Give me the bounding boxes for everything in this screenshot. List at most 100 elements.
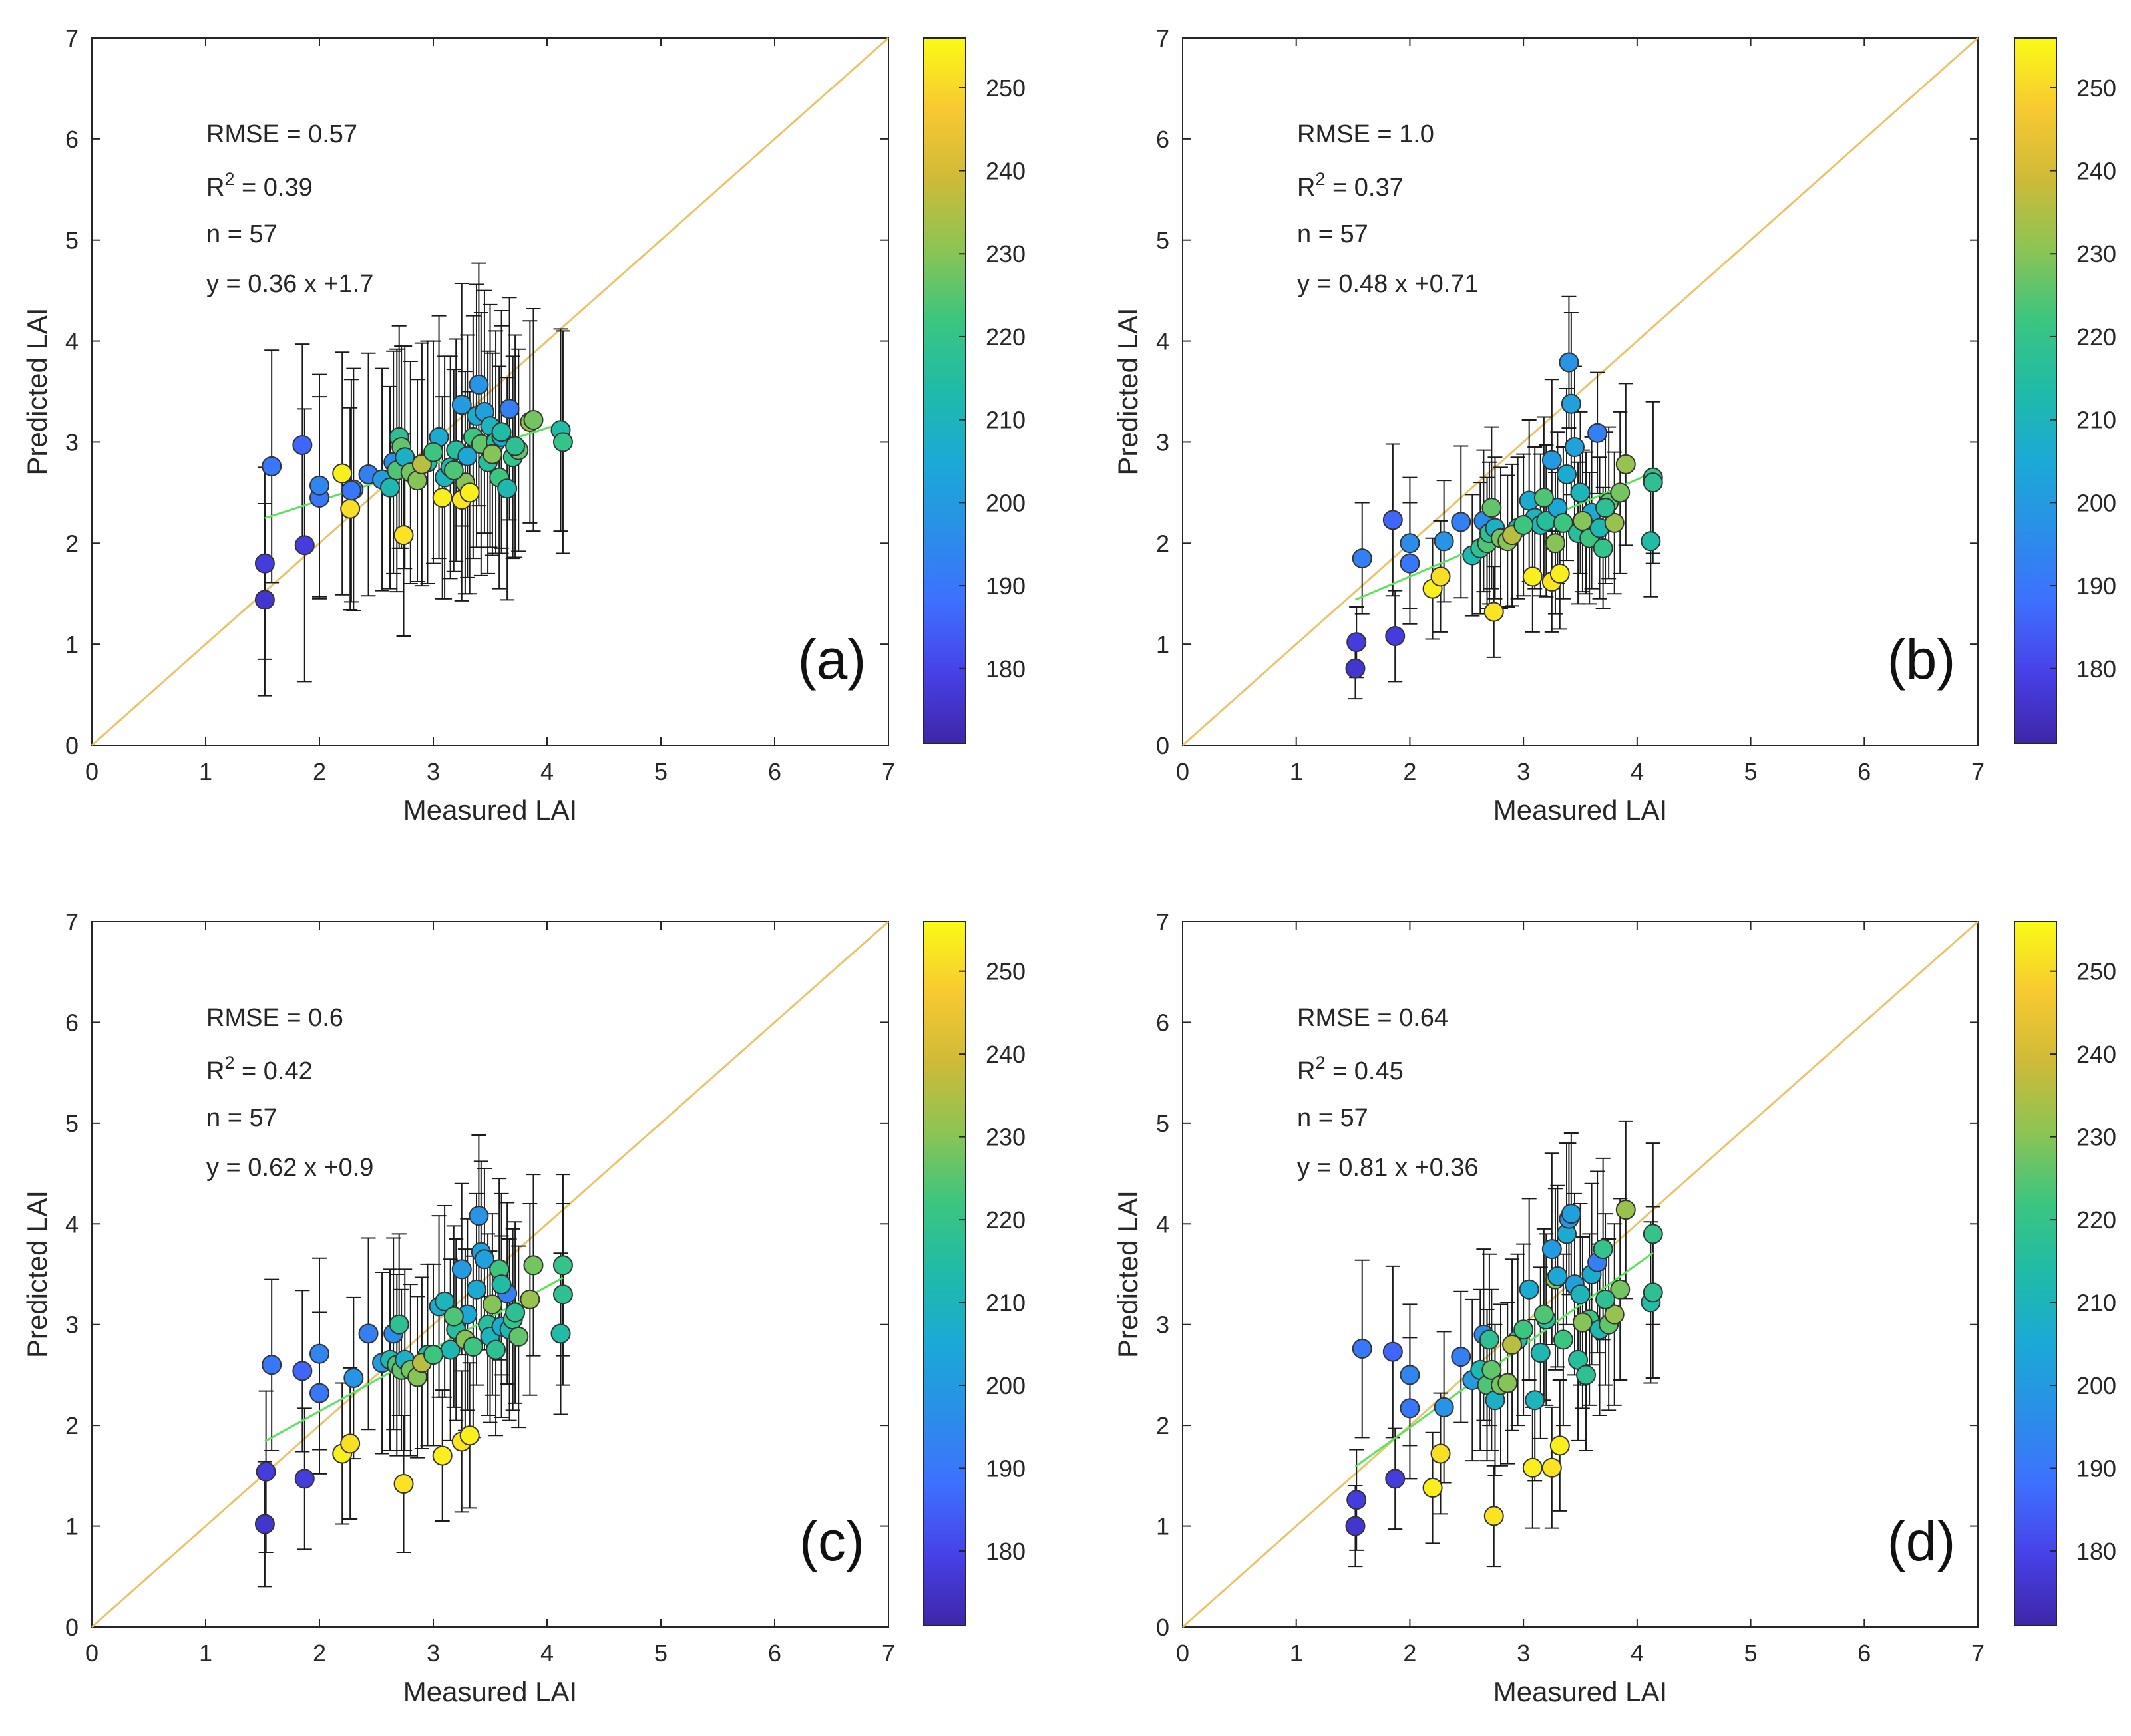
data-point xyxy=(262,456,282,476)
data-point xyxy=(1346,1490,1367,1510)
data-point xyxy=(1400,1398,1420,1419)
y-tick-label: 5 xyxy=(65,1110,79,1137)
data-point xyxy=(1533,487,1554,508)
data-point xyxy=(1604,512,1625,533)
colorbar-tick-label: 250 xyxy=(2076,958,2116,985)
x-tick-label: 1 xyxy=(1290,1640,1303,1667)
data-point xyxy=(380,477,401,498)
data-point xyxy=(1643,1224,1663,1244)
stats-line-4: y = 0.81 x +0.36 xyxy=(1297,1154,1479,1182)
panel-label: (a) xyxy=(798,628,867,691)
x-tick-label: 7 xyxy=(1971,758,1985,785)
data-point xyxy=(1595,498,1616,518)
y-tick-label: 1 xyxy=(1156,631,1169,658)
stats-line-3: n = 57 xyxy=(206,1104,278,1132)
data-point xyxy=(523,1255,544,1276)
data-point xyxy=(1593,1239,1613,1260)
data-point xyxy=(294,1469,315,1489)
data-point xyxy=(292,434,313,455)
data-point xyxy=(508,1326,529,1347)
data-point xyxy=(1576,1365,1597,1385)
data-point xyxy=(1615,1200,1636,1220)
x-tick-label: 1 xyxy=(199,1640,212,1667)
colorbar-tick-label: 230 xyxy=(986,1124,1026,1151)
data-point xyxy=(520,1289,540,1309)
y-tick-label: 2 xyxy=(1156,1412,1169,1439)
data-point xyxy=(1430,1443,1451,1464)
x-tick-label: 5 xyxy=(1744,758,1758,785)
data-point xyxy=(389,1314,409,1335)
y-tick-label: 1 xyxy=(1156,1513,1169,1540)
data-point xyxy=(262,1355,282,1375)
x-tick-label: 2 xyxy=(313,758,326,785)
x-axis-label: Measured LAI xyxy=(403,794,577,826)
colorbar-tick-label: 220 xyxy=(2076,323,2116,351)
stats-line-4: y = 0.62 x +0.9 xyxy=(206,1154,373,1182)
y-tick-label: 3 xyxy=(65,1311,79,1339)
y-tick-label: 5 xyxy=(65,227,79,254)
data-point xyxy=(1522,566,1543,587)
data-point xyxy=(1541,450,1562,470)
y-tick-label: 3 xyxy=(65,429,79,456)
data-point xyxy=(466,1279,486,1300)
y-tick-label: 0 xyxy=(65,1614,79,1641)
y-tick-label: 4 xyxy=(1156,1210,1169,1238)
data-point xyxy=(254,1514,275,1534)
y-tick-label: 3 xyxy=(1156,429,1169,456)
data-point xyxy=(1547,1266,1568,1287)
data-point xyxy=(451,1259,472,1280)
data-point xyxy=(358,1323,379,1344)
x-tick-label: 0 xyxy=(85,1640,98,1667)
x-tick-label: 0 xyxy=(1176,1640,1189,1667)
data-point xyxy=(1385,1469,1406,1489)
data-point xyxy=(1502,1335,1523,1355)
x-tick-label: 3 xyxy=(427,758,440,785)
data-point xyxy=(1533,1304,1554,1325)
data-point xyxy=(505,1302,526,1323)
data-point xyxy=(550,1323,571,1344)
data-point xyxy=(1559,352,1579,373)
data-point xyxy=(1382,1341,1403,1362)
colorbar-tick-label: 240 xyxy=(986,158,1026,185)
data-point xyxy=(1541,1457,1562,1478)
colorbar-tick-label: 210 xyxy=(986,1290,1026,1317)
colorbar-tick-label: 210 xyxy=(2076,407,2116,434)
x-tick-label: 0 xyxy=(85,758,98,785)
data-point xyxy=(552,1284,573,1305)
y-axis-label: Predicted LAI xyxy=(21,1190,53,1358)
data-point xyxy=(1352,548,1372,569)
stats-line-1: RMSE = 0.57 xyxy=(206,120,357,148)
x-tick-label: 7 xyxy=(882,758,895,785)
data-point xyxy=(1604,1304,1625,1325)
stats-line-2: R2 = 0.42 xyxy=(206,1053,313,1085)
x-tick-label: 5 xyxy=(654,1640,668,1667)
x-tick-label: 6 xyxy=(1857,1640,1871,1667)
stats-line-1: RMSE = 1.0 xyxy=(1297,120,1434,148)
colorbar-tick-label: 180 xyxy=(986,1538,1026,1565)
y-tick-label: 5 xyxy=(1156,1110,1169,1137)
panel-b: 0 1 2 3 4 5 6 7 0 1 2 3 4 5 6 7 Measured LAI Predicted LA… xyxy=(1112,25,2116,826)
data-point xyxy=(482,444,502,464)
colorbar-tick-label: 210 xyxy=(986,407,1026,434)
y-tick-label: 6 xyxy=(1156,1009,1169,1036)
data-point xyxy=(1422,1478,1443,1498)
data-point xyxy=(1587,423,1608,443)
data-point xyxy=(1522,1457,1543,1478)
data-point xyxy=(1593,538,1613,558)
x-tick-label: 7 xyxy=(1971,1640,1985,1667)
identity-line xyxy=(1182,37,1979,747)
data-point xyxy=(486,1339,506,1360)
y-tick-label: 4 xyxy=(65,328,79,355)
panel-d: 0 1 2 3 4 5 6 7 0 1 2 3 4 5 6 7 Measured LAI Predicted LA… xyxy=(1112,908,2116,1707)
data-point xyxy=(1641,531,1661,552)
data-point xyxy=(1561,1204,1581,1224)
x-tick-label: 3 xyxy=(1517,1640,1530,1667)
data-point xyxy=(432,487,453,508)
data-point xyxy=(1553,1329,1573,1350)
colorbar-tick-label: 180 xyxy=(986,655,1026,683)
x-tick-label: 3 xyxy=(1517,758,1530,785)
stats-line-1: RMSE = 0.64 xyxy=(1297,1004,1448,1032)
y-tick-label: 4 xyxy=(1156,328,1169,355)
data-point xyxy=(432,1445,453,1466)
data-point xyxy=(254,590,275,610)
